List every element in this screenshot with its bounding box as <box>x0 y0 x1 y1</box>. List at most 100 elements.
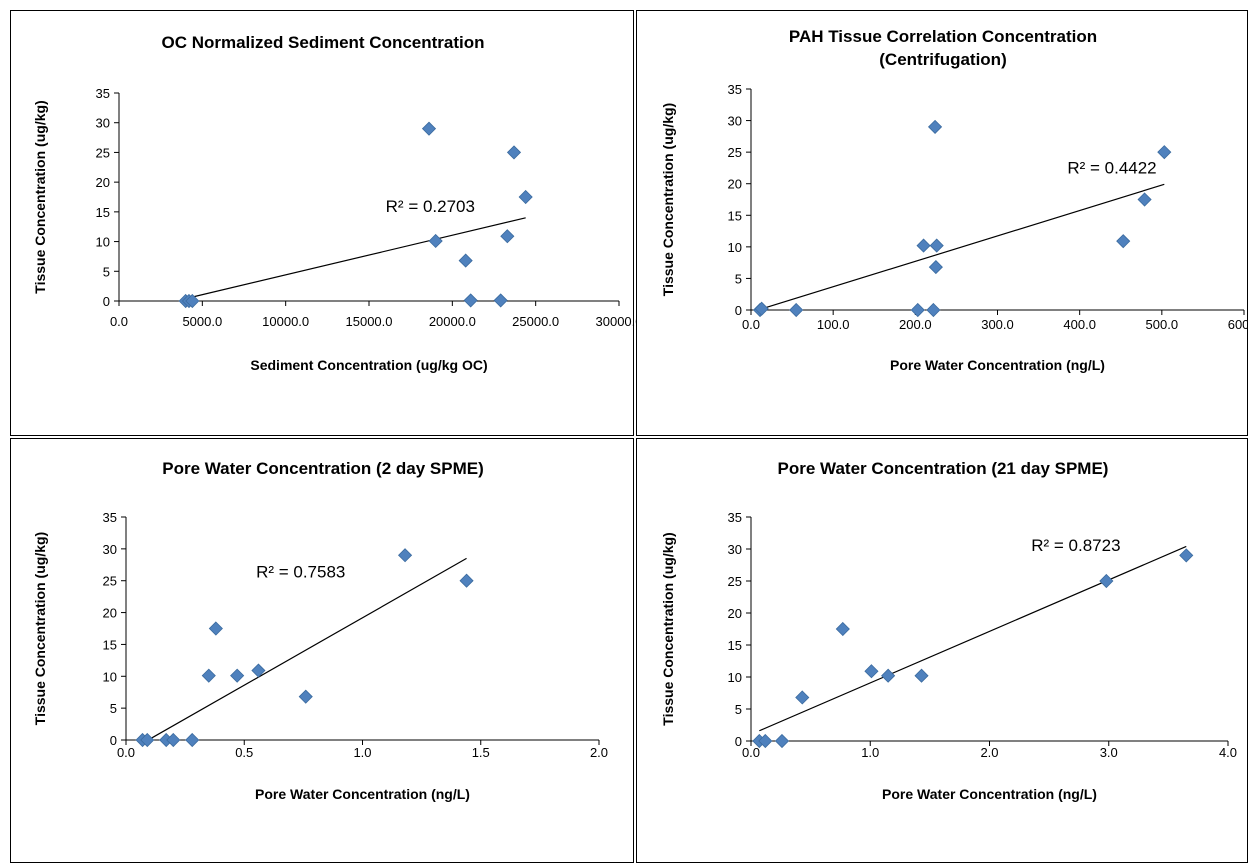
y-tick-label: 25 <box>728 145 742 160</box>
scatter-chart: OC Normalized Sediment Concentration 0 5 10… <box>32 33 643 373</box>
x-tick-label: 300.0 <box>981 317 1014 332</box>
x-tick-label: 30000.0 <box>596 314 643 329</box>
data-point <box>230 668 245 683</box>
r-squared-label: R² = 0.2703 <box>386 197 475 216</box>
trendline <box>759 545 1187 732</box>
x-tick-label: 1.5 <box>472 745 490 760</box>
x-tick-label: 20000.0 <box>429 314 476 329</box>
data-point <box>835 621 850 637</box>
x-tick-label: 0.5 <box>235 745 253 760</box>
trendline <box>142 557 467 744</box>
y-tick-label: 35 <box>728 510 742 525</box>
y-tick-label: 15 <box>96 205 110 220</box>
data-point <box>493 293 508 308</box>
data-point <box>1157 145 1172 160</box>
x-tick-label: 100.0 <box>817 317 850 332</box>
x-tick-label: 4.0 <box>1219 745 1237 760</box>
data-point <box>1179 548 1194 563</box>
y-tick-label: 10 <box>103 669 117 684</box>
data-point <box>928 259 943 275</box>
y-tick-label: 0 <box>103 294 110 309</box>
data-point <box>927 119 943 134</box>
data-point <box>398 548 413 563</box>
chart-subtitle: (Centrifugation) <box>879 50 1006 69</box>
r-squared-label: R² = 0.7583 <box>256 563 345 582</box>
chart-title: Pore Water Concentration (21 day SPME) <box>778 459 1109 478</box>
data-point <box>459 573 474 588</box>
data-point <box>458 253 473 268</box>
y-tick-label: 30 <box>103 542 117 557</box>
data-point <box>929 238 944 253</box>
y-tick-label: 30 <box>96 116 110 131</box>
data-point <box>758 733 773 749</box>
data-point <box>421 121 437 136</box>
y-tick-label: 25 <box>728 574 742 589</box>
data-point <box>185 293 200 309</box>
data-point <box>251 663 266 678</box>
y-tick-label: 10 <box>728 240 742 255</box>
x-tick-label: 600.0 <box>1228 317 1248 332</box>
x-tick-label: 500.0 <box>1146 317 1179 332</box>
chart-panel-21-day-spme: Pore Water Concentration (21 day SPME) 0 5… <box>636 438 1248 863</box>
x-tick-label: 15000.0 <box>346 314 393 329</box>
trendline <box>185 217 526 300</box>
x-axis-label: Sediment Concentration (ug/kg OC) <box>250 357 487 373</box>
data-point <box>428 233 443 249</box>
scatter-chart: Pore Water Concentration (21 day SPME) 0 5… <box>660 459 1237 802</box>
trendline <box>759 183 1165 310</box>
y-tick-label: 5 <box>103 264 110 279</box>
chart-panel-2-day-spme: Pore Water Concentration (2 day SPME) 0 5 1… <box>10 438 634 863</box>
x-tick-label: 5000.0 <box>182 314 222 329</box>
x-tick-label: 10000.0 <box>262 314 309 329</box>
y-axis-label: Tissue Concentration (ug/kg) <box>32 100 48 293</box>
data-point <box>140 732 155 748</box>
y-tick-label: 20 <box>96 175 110 190</box>
data-point <box>1116 234 1131 249</box>
scatter-chart: PAH Tissue Correlation Concentration (Cen… <box>660 27 1248 373</box>
x-tick-label: 0.0 <box>742 317 760 332</box>
data-point <box>463 293 478 308</box>
y-tick-label: 20 <box>728 606 742 621</box>
r-squared-label: R² = 0.8723 <box>1031 536 1120 555</box>
data-point <box>185 732 200 748</box>
y-tick-label: 0 <box>110 733 117 748</box>
r-squared-label: R² = 0.4422 <box>1067 159 1156 178</box>
y-tick-label: 15 <box>728 208 742 223</box>
data-point <box>795 690 810 705</box>
y-tick-label: 30 <box>728 114 742 129</box>
chart-title: Pore Water Concentration (2 day SPME) <box>162 459 483 478</box>
chart-title: PAH Tissue Correlation Concentration <box>789 27 1097 46</box>
y-tick-label: 10 <box>96 235 110 250</box>
y-tick-label: 20 <box>103 606 117 621</box>
data-point <box>910 302 925 318</box>
y-tick-label: 10 <box>728 670 742 685</box>
data-point <box>1137 192 1152 207</box>
data-point <box>774 733 790 749</box>
chart-panel-centrifugation: PAH Tissue Correlation Concentration (Cen… <box>636 10 1248 436</box>
data-point <box>916 238 931 253</box>
y-tick-label: 25 <box>96 145 110 160</box>
data-point <box>914 668 929 683</box>
y-tick-label: 0 <box>735 303 742 318</box>
y-tick-label: 5 <box>110 701 117 716</box>
y-tick-label: 15 <box>103 637 117 652</box>
x-tick-label: 2.0 <box>980 745 998 760</box>
y-axis-label: Tissue Concentration (ug/kg) <box>660 532 676 725</box>
data-point <box>864 664 879 679</box>
x-tick-label: 0.0 <box>117 745 135 760</box>
data-point <box>754 301 769 316</box>
y-tick-label: 30 <box>728 542 742 557</box>
x-tick-label: 25000.0 <box>512 314 559 329</box>
chart-panel-oc-normalized: OC Normalized Sediment Concentration 0 5 10… <box>10 10 643 436</box>
y-tick-label: 0 <box>735 734 742 749</box>
x-tick-label: 400.0 <box>1063 317 1096 332</box>
data-point <box>208 621 223 636</box>
x-axis-label: Pore Water Concentration (ng/L) <box>890 357 1105 373</box>
y-tick-label: 5 <box>735 271 742 286</box>
data-point <box>506 145 522 160</box>
x-tick-label: 0.0 <box>742 745 760 760</box>
x-tick-label: 3.0 <box>1100 745 1118 760</box>
data-point <box>500 229 515 244</box>
data-point <box>166 732 181 748</box>
x-tick-label: 2.0 <box>590 745 608 760</box>
